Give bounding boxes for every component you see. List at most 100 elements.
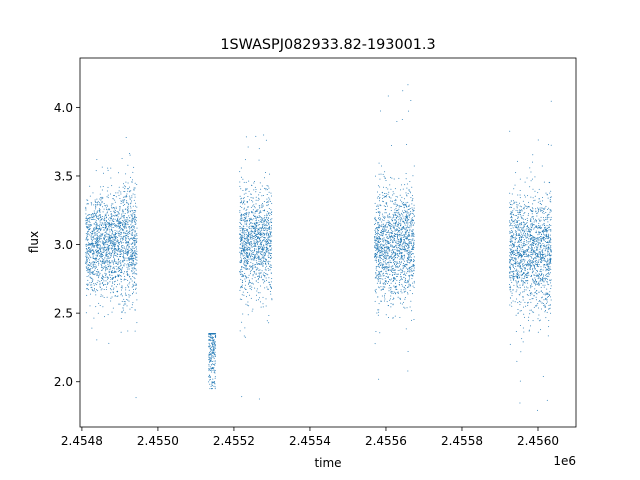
data-point: [239, 251, 241, 253]
data-point: [113, 195, 115, 197]
data-point: [110, 213, 112, 215]
data-point: [386, 236, 388, 238]
data-point: [378, 276, 380, 278]
data-point: [136, 254, 138, 256]
data-point: [97, 274, 99, 276]
data-point: [400, 216, 402, 218]
data-point: [387, 276, 388, 278]
data-point: [394, 262, 396, 264]
data-point: [118, 243, 120, 245]
data-point: [266, 247, 268, 249]
data-point: [397, 249, 399, 251]
data-point: [105, 220, 107, 222]
data-point: [132, 264, 134, 266]
data-point: [126, 202, 128, 204]
data-point: [390, 236, 392, 238]
data-point: [389, 235, 391, 237]
data-point: [104, 246, 106, 248]
data-point: [263, 217, 265, 219]
data-point: [400, 224, 402, 226]
data-point: [253, 249, 255, 251]
data-point: [245, 276, 247, 278]
data-point: [115, 271, 117, 273]
data-point: [90, 238, 92, 240]
data-point: [387, 261, 389, 263]
data-point: [385, 258, 387, 260]
data-point: [125, 137, 127, 139]
data-point: [375, 235, 377, 237]
data-point: [122, 220, 124, 222]
data-point: [131, 213, 133, 215]
data-point: [390, 270, 392, 272]
data-point: [265, 258, 267, 260]
data-point: [129, 259, 131, 261]
data-point: [132, 217, 134, 219]
data-point: [132, 293, 134, 295]
data-point: [245, 232, 247, 234]
data-point: [377, 196, 379, 197]
data-point: [85, 243, 87, 245]
data-point: [408, 208, 410, 210]
data-point: [410, 241, 412, 243]
data-point: [269, 249, 271, 251]
data-point: [119, 251, 121, 253]
data-point: [208, 365, 210, 367]
data-point: [396, 247, 398, 249]
data-point: [131, 271, 133, 273]
data-point: [264, 258, 266, 260]
data-point: [85, 206, 87, 208]
data-point: [124, 257, 126, 259]
data-point: [104, 257, 106, 259]
data-point: [253, 231, 255, 233]
data-point: [101, 166, 103, 168]
data-point: [260, 306, 262, 308]
data-point: [121, 312, 123, 314]
data-point: [270, 239, 272, 241]
data-point: [245, 188, 247, 190]
data-point: [391, 251, 393, 253]
data-point: [379, 256, 381, 258]
data-point: [240, 239, 242, 241]
data-point: [119, 275, 121, 277]
data-point: [128, 266, 130, 268]
data-point: [132, 212, 134, 214]
data-point: [378, 272, 380, 274]
data-point: [546, 248, 548, 250]
data-point: [263, 245, 265, 247]
data-point: [212, 343, 214, 345]
data-point: [386, 236, 388, 238]
data-point: [243, 294, 245, 296]
data-point: [98, 237, 100, 239]
data-point: [397, 204, 399, 206]
data-point: [129, 186, 131, 188]
data-point: [268, 217, 270, 219]
data-point: [110, 276, 111, 278]
data-point: [400, 289, 402, 291]
data-point: [107, 205, 109, 207]
data-point: [127, 236, 129, 238]
data-point: [102, 243, 104, 245]
data-point: [270, 281, 272, 283]
data-point: [410, 268, 412, 270]
data-point: [113, 248, 115, 250]
data-point: [254, 243, 256, 245]
data-point: [108, 238, 110, 240]
data-point: [382, 194, 384, 196]
data-point: [402, 269, 404, 271]
data-point: [383, 296, 385, 298]
data-point: [387, 255, 389, 257]
data-point: [375, 220, 377, 222]
data-point: [391, 235, 393, 237]
data-point: [397, 216, 399, 218]
data-point: [400, 229, 402, 231]
data-point: [378, 233, 380, 235]
data-point: [399, 251, 401, 253]
data-point: [400, 257, 402, 259]
data-point: [251, 235, 253, 237]
data-point: [394, 257, 396, 259]
data-point: [107, 266, 109, 268]
data-point: [107, 255, 109, 257]
data-point: [101, 202, 103, 204]
data-point: [127, 219, 129, 221]
data-point: [253, 241, 255, 243]
